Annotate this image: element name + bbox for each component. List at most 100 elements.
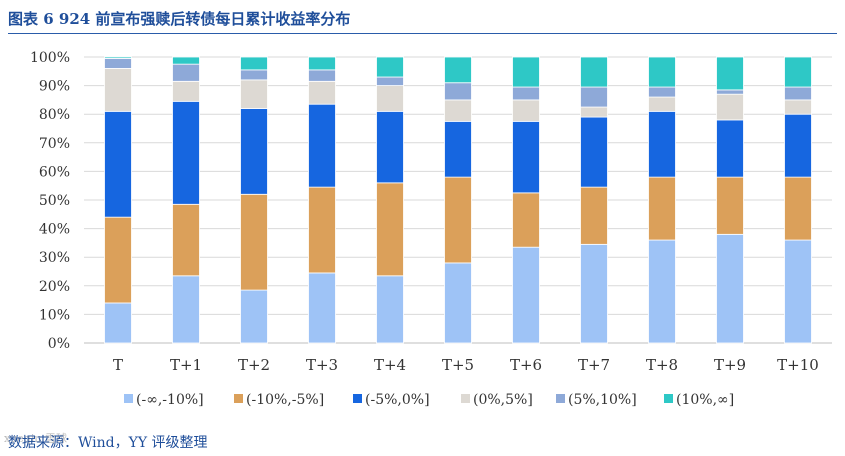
bar-segment-T+6-series-1 [512, 192, 540, 248]
legend-label-4: (5%,10%] [568, 392, 637, 408]
bar-segment-T+2-series-4 [240, 69, 268, 81]
y-tick-label: 10% [39, 307, 70, 323]
bar-segment-T+8-series-5 [648, 56, 676, 88]
bar-segment-T+10-series-1 [784, 176, 812, 241]
bar-segment-T+7-series-5 [580, 56, 608, 88]
x-tick-label: T+5 [442, 356, 474, 374]
x-tick-label: T+7 [578, 356, 610, 374]
bar-segment-T+8-series-4 [648, 86, 676, 98]
y-tick-label: 20% [39, 279, 70, 295]
y-tick-label: 80% [39, 107, 70, 123]
legend-swatch-4 [556, 394, 565, 403]
bar-segment-T-series-2 [104, 110, 132, 218]
x-tick-label: T [113, 356, 123, 374]
bar-segment-T+6-series-2 [512, 120, 540, 194]
legend-label-3: (0%,5%] [473, 392, 533, 408]
x-tick-label: T+3 [306, 356, 338, 374]
legend-swatch-5 [664, 394, 673, 403]
bar-segment-T+10-series-3 [784, 99, 812, 115]
bar-segment-T+4-series-2 [376, 110, 404, 184]
bar-segment-T+1-series-4 [172, 63, 200, 82]
bar-segment-T+2-series-3 [240, 79, 268, 109]
bar-segment-T+5-series-1 [444, 176, 472, 264]
y-tick-label: 50% [39, 193, 70, 209]
bar-segment-T+9-series-1 [716, 176, 744, 235]
bar-segment-T+1-series-3 [172, 80, 200, 102]
y-tick-label: 70% [39, 136, 70, 152]
bar-segment-T+4-series-0 [376, 275, 404, 344]
bar-segment-T+1-series-5 [172, 56, 200, 65]
bar-segment-T+9-series-5 [716, 56, 744, 91]
bar-segment-T-series-5 [104, 56, 132, 59]
bar-segment-T+3-series-4 [308, 69, 336, 82]
bar-segment-T+8-series-3 [648, 96, 676, 112]
bar-segment-T+3-series-1 [308, 186, 336, 274]
y-tick-label: 0% [48, 336, 70, 352]
stacked-bar-chart: 0% 10% 20% 30% 40% 50% 60% 70% 80% 90% 100% T T+1 T+… [30, 50, 832, 408]
bar-segment-T+1-series-2 [172, 100, 200, 205]
bar-segment-T+2-series-0 [240, 289, 268, 344]
bar-segment-T+3-series-3 [308, 80, 336, 105]
bar-segment-T-series-3 [104, 68, 132, 112]
bar-segment-T+4-series-3 [376, 85, 404, 112]
legend-swatch-2 [353, 394, 362, 403]
bar-segment-T+5-series-4 [444, 82, 472, 101]
bar-segment-T-series-1 [104, 216, 132, 304]
bar-segment-T+10-series-4 [784, 86, 812, 101]
bar-segment-T+10-series-2 [784, 113, 812, 178]
legend-swatch-3 [461, 394, 470, 403]
y-tick-label: 60% [39, 164, 70, 180]
bar-segment-T+6-series-4 [512, 86, 540, 101]
y-axis: 0% 10% 20% 30% 40% 50% 60% 70% 80% 90% 100% [30, 50, 70, 352]
bar-segment-T+5-series-5 [444, 56, 472, 84]
bar-segment-T+1-series-0 [172, 275, 200, 344]
bar-segment-T-series-0 [104, 302, 132, 344]
bar-segment-T+3-series-0 [308, 272, 336, 344]
x-tick-label: T+2 [238, 356, 270, 374]
y-tick-label: 90% [39, 79, 70, 95]
bar-segment-T+9-series-0 [716, 233, 744, 344]
bar-segment-T+6-series-0 [512, 246, 540, 344]
bar-segment-T+8-series-1 [648, 176, 676, 241]
legend-label-5: (10%,∞] [676, 392, 734, 408]
bar-segment-T+7-series-4 [580, 86, 608, 108]
bar-segment-T+6-series-3 [512, 99, 540, 122]
legend-swatch-1 [234, 394, 243, 403]
source-note: 数据来源：Wind，YY 评级整理 [8, 435, 208, 451]
bar-segment-T+7-series-0 [580, 243, 608, 344]
y-tick-label: 100% [30, 50, 70, 66]
bar-segment-T+8-series-2 [648, 110, 676, 178]
y-tick-label: 30% [39, 250, 70, 266]
x-tick-label: T+9 [714, 356, 746, 374]
title-rule [8, 33, 837, 34]
legend: (-∞,-10%] (-10%,-5%] (-5%,0%] (0%,5%] (5%,10… [124, 392, 734, 408]
legend-label-1: (-10%,-5%] [246, 392, 324, 408]
x-tick-label: T+6 [510, 356, 542, 374]
legend-swatch-0 [124, 394, 133, 403]
x-tick-label: T+4 [374, 356, 406, 374]
bar-segment-T+5-series-0 [444, 262, 472, 344]
bar-segment-T+3-series-5 [308, 56, 336, 71]
watermark: xueqiu 雪球 [4, 432, 67, 445]
bar-segment-T+4-series-1 [376, 182, 404, 277]
bar-segment-T+9-series-2 [716, 119, 744, 178]
bar-segment-T+3-series-2 [308, 103, 336, 188]
legend-label-0: (-∞,-10%] [136, 392, 204, 408]
bar-segment-T+2-series-5 [240, 56, 268, 71]
bar-segment-T+7-series-1 [580, 186, 608, 245]
bar-segment-T+10-series-0 [784, 239, 812, 344]
bar-segment-T+4-series-5 [376, 56, 404, 78]
bar-segment-T+9-series-3 [716, 93, 744, 121]
bar-segment-T+5-series-2 [444, 120, 472, 178]
bars [104, 56, 812, 344]
y-tick-label: 40% [39, 222, 70, 238]
bar-segment-T+8-series-0 [648, 239, 676, 344]
chart-title: 图表 6 924 前宣布强赎后转债每日累计收益率分布 [8, 10, 351, 28]
bar-segment-T+4-series-4 [376, 76, 404, 86]
x-axis: T T+1 T+2 T+3 T+4 T+5 T+6 T+7 T+8 T+9 T+10 [113, 356, 819, 374]
x-tick-label: T+1 [170, 356, 202, 374]
bar-segment-T+5-series-3 [444, 99, 472, 122]
bar-segment-T+7-series-3 [580, 106, 608, 118]
bar-segment-T+9-series-4 [716, 89, 744, 95]
bar-segment-T+6-series-5 [512, 56, 540, 88]
